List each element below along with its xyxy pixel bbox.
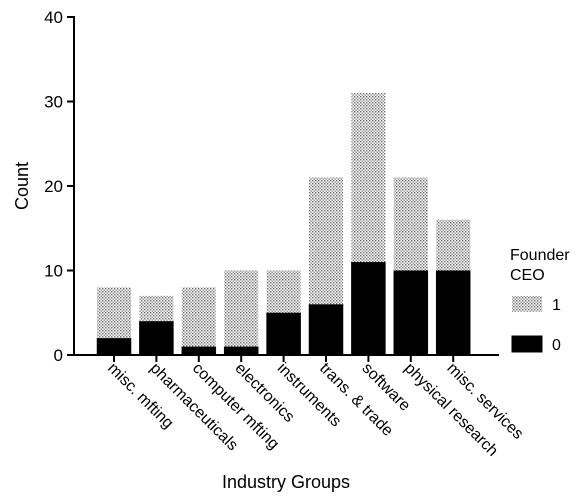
y-axis-title: Count (12, 162, 32, 210)
bar-physical-research-founder-0 (393, 270, 429, 356)
bar-pharmaceuticals-founder-1 (139, 295, 174, 322)
legend-title-line-1: Founder (510, 247, 570, 264)
legend-label-1: 1 (552, 297, 561, 314)
y-tick-label-0: 0 (54, 346, 63, 365)
y-tick-label-40: 40 (44, 8, 63, 27)
y-tick-label-30: 30 (44, 93, 63, 112)
bar-computer-mfting-founder-0 (181, 346, 217, 356)
legend-swatch-0 (511, 335, 543, 353)
bar-trans-trade-founder-0 (308, 304, 344, 356)
legend-swatch-1 (512, 296, 542, 312)
bar-electronics-founder-0 (223, 346, 259, 356)
legend: Founder CEO 1 0 (510, 247, 570, 354)
bar-pharmaceuticals-founder-0 (139, 320, 174, 356)
legend-title-line-2: CEO (510, 267, 545, 284)
bar-instruments-founder-1 (266, 270, 301, 313)
bar-electronics-founder-1 (224, 270, 259, 347)
bar-computer-mfting-founder-1 (181, 287, 216, 347)
bar-trans-trade-founder-1 (309, 177, 343, 305)
bar-misc-services-founder-1 (436, 219, 471, 271)
bar-physical-research-founder-1 (393, 177, 428, 271)
bars-layer (96, 93, 471, 356)
bar-instruments-founder-0 (266, 312, 301, 356)
bar-misc-mfting-founder-1 (97, 287, 131, 339)
legend-label-0: 0 (552, 337, 561, 354)
y-tick-label-20: 20 (44, 177, 63, 196)
x-axis-title: Industry Groups (222, 472, 350, 492)
bar-software-founder-1 (351, 93, 386, 263)
bar-software-founder-0 (351, 261, 386, 356)
bar-misc-mfting-founder-0 (96, 337, 132, 356)
x-tick-label-trans-trade: trans. & trade (316, 360, 396, 440)
axes-layer (67, 16, 499, 362)
bar-misc-services-founder-0 (435, 270, 471, 356)
y-tick-label-10: 10 (44, 262, 63, 281)
